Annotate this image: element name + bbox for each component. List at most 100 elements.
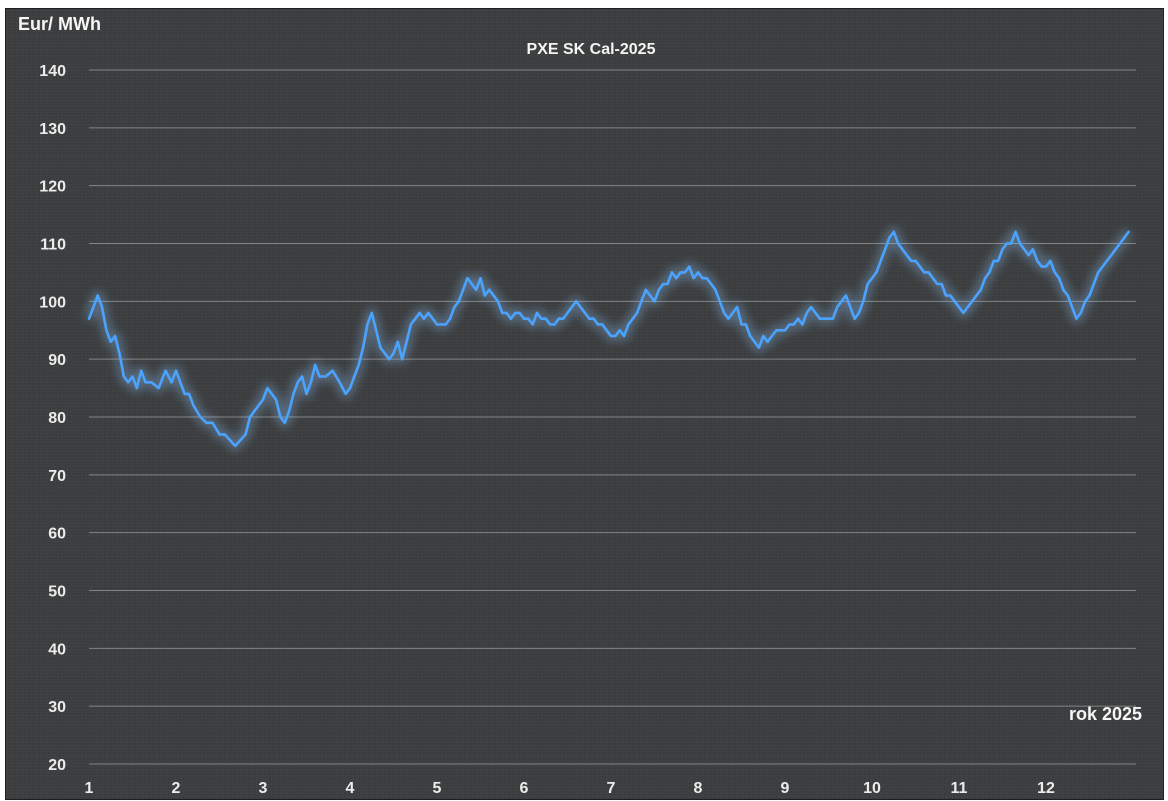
- data-point: [244, 433, 247, 436]
- data-point: [92, 306, 95, 308]
- data-point: [488, 288, 491, 291]
- data-point: [423, 317, 425, 320]
- data-point: [762, 335, 765, 337]
- series-group: [84, 226, 1133, 451]
- data-point: [627, 323, 630, 326]
- x-axis-label: rok 2025: [1069, 704, 1142, 724]
- data-point: [127, 381, 130, 384]
- data-point: [775, 329, 778, 332]
- data-point: [949, 294, 952, 297]
- data-point: [1119, 242, 1121, 245]
- data-point: [150, 381, 153, 384]
- data-point: [349, 387, 351, 389]
- data-point: [114, 335, 116, 337]
- data-point: [758, 346, 760, 349]
- x-tick-label: 1: [85, 780, 94, 797]
- data-point: [1092, 283, 1095, 285]
- data-point: [414, 317, 417, 320]
- data-point: [866, 283, 869, 285]
- data-point: [449, 317, 451, 320]
- data-point: [229, 439, 231, 441]
- data-point: [388, 358, 391, 361]
- x-tick-label: 6: [520, 780, 529, 797]
- x-tick-label: 4: [346, 780, 355, 797]
- data-point: [871, 277, 873, 280]
- data-point: [610, 335, 612, 337]
- y-tick-label: 110: [40, 237, 66, 254]
- data-point: [249, 416, 251, 418]
- y-tick-label: 80: [48, 410, 66, 427]
- data-point: [392, 352, 395, 355]
- data-point: [305, 393, 308, 395]
- data-point: [1019, 242, 1021, 245]
- y-axis-ticks: 140 130 120 110 100 90 80 70 60 50 40 30 20: [39, 63, 66, 774]
- data-point: [205, 421, 208, 424]
- data-point: [483, 294, 486, 297]
- data-point: [101, 306, 103, 308]
- data-point: [958, 306, 960, 308]
- data-point: [575, 300, 578, 303]
- data-point: [979, 288, 982, 291]
- data-point: [888, 236, 891, 239]
- y-tick-label: 70: [48, 468, 66, 485]
- data-point: [192, 404, 195, 407]
- data-point: [814, 312, 817, 314]
- data-point: [971, 300, 973, 303]
- data-point: [1123, 236, 1126, 239]
- data-point: [875, 271, 878, 274]
- data-point: [362, 346, 364, 349]
- data-point: [536, 312, 538, 314]
- data-point: [501, 312, 504, 314]
- y-axis-label: Eur/ MWh: [18, 14, 101, 34]
- x-tick-label: 10: [863, 780, 881, 797]
- x-tick-label: 8: [694, 780, 703, 797]
- data-point: [1106, 260, 1108, 262]
- data-point: [338, 381, 341, 384]
- data-point: [771, 335, 773, 337]
- data-point: [945, 294, 947, 297]
- x-tick-label: 5: [433, 780, 442, 797]
- data-point: [314, 364, 317, 366]
- gridlines: [89, 69, 1136, 765]
- data-point: [901, 248, 904, 251]
- data-point: [723, 312, 725, 314]
- data-point: [440, 323, 443, 326]
- data-point: [562, 317, 565, 320]
- data-point: [1097, 271, 1100, 274]
- data-point: [914, 260, 917, 262]
- data-point: [623, 335, 625, 337]
- data-point: [396, 340, 399, 343]
- data-point: [1036, 260, 1039, 262]
- data-point: [288, 410, 290, 413]
- data-point: [188, 393, 191, 395]
- data-point: [466, 277, 469, 280]
- data-point: [684, 271, 686, 274]
- data-point: [183, 393, 186, 395]
- data-point: [788, 323, 791, 326]
- data-point: [279, 416, 282, 418]
- data-point: [170, 381, 173, 384]
- data-point: [1110, 254, 1113, 256]
- data-point: [1058, 277, 1060, 280]
- data-point: [527, 317, 530, 320]
- data-point: [636, 312, 638, 314]
- data-point: [1071, 306, 1073, 308]
- x-tick-label: 2: [172, 780, 181, 797]
- data-point: [792, 323, 795, 326]
- data-point: [211, 421, 214, 424]
- data-point: [105, 329, 108, 332]
- data-point: [688, 265, 691, 268]
- data-point: [324, 375, 327, 378]
- data-point: [301, 375, 303, 378]
- data-point: [253, 410, 256, 413]
- data-point: [614, 335, 617, 337]
- data-point: [779, 329, 782, 332]
- data-point: [584, 312, 586, 314]
- data-point: [1084, 300, 1087, 303]
- data-point: [223, 433, 226, 436]
- data-point: [692, 277, 695, 280]
- data-point: [801, 323, 804, 326]
- data-point: [523, 317, 525, 320]
- data-point: [475, 288, 478, 291]
